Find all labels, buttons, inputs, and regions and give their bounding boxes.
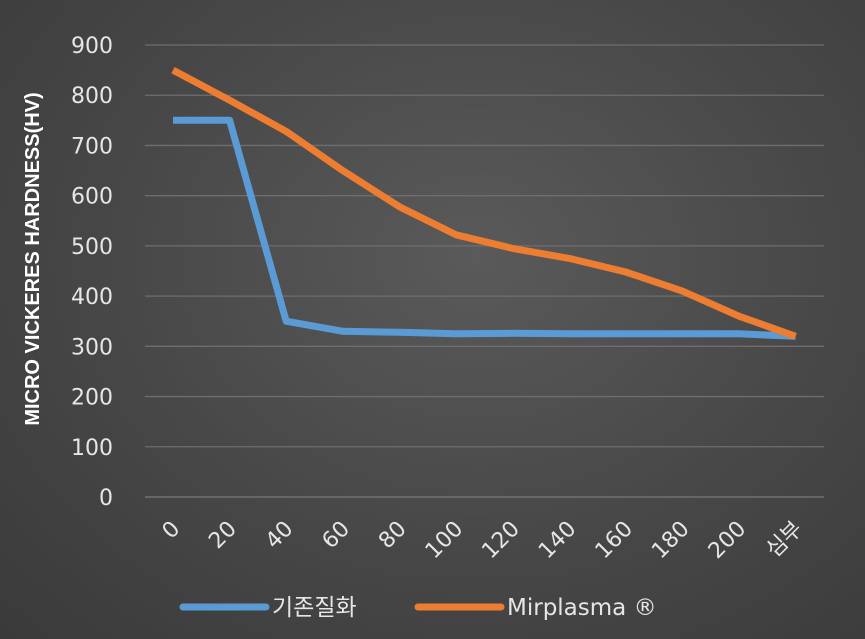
y-tick-label: 500	[71, 235, 113, 260]
y-tick-label: 900	[71, 34, 113, 59]
x-tick-label: 180	[647, 517, 694, 564]
x-tick-label: 120	[477, 517, 524, 564]
x-tick-label: 40	[261, 517, 298, 554]
y-tick-label: 400	[71, 285, 113, 310]
y-tick-label: 700	[71, 134, 113, 159]
x-tick-label: 0	[158, 517, 186, 545]
x-tick-label: 160	[591, 517, 638, 564]
y-tick-label: 0	[99, 486, 113, 511]
legend: 기존질화 Mirplasma ®	[179, 595, 657, 621]
x-tick-label: 100	[421, 517, 468, 564]
x-tick-label: 140	[534, 517, 581, 564]
series-lines	[171, 67, 797, 340]
x-tick-label: 80	[374, 517, 411, 554]
series-line	[173, 116, 796, 340]
y-axis-label: MICRO VICKERES HARDNESS(HV)	[22, 92, 44, 425]
x-tick-label: 심부	[762, 517, 808, 563]
legend-label: 기존질화	[272, 595, 357, 621]
series-line	[171, 67, 797, 340]
y-tick-label: 100	[71, 436, 113, 461]
y-tick-label: 600	[71, 185, 113, 210]
y-axis-ticks: 0 100 200 300 400 500 600 700 800 900	[71, 34, 113, 511]
x-tick-label: 60	[318, 517, 355, 554]
y-tick-label: 300	[71, 335, 113, 360]
x-axis-ticks: 0 20 40 60 80 100 120 140 160 180 200 심부	[158, 517, 808, 564]
gridlines	[145, 44, 824, 498]
y-tick-label: 200	[71, 386, 113, 411]
x-tick-label: 20	[204, 517, 241, 554]
x-tick-label: 200	[704, 517, 751, 564]
y-tick-label: 800	[71, 84, 113, 109]
legend-label: Mirplasma ®	[507, 595, 657, 621]
